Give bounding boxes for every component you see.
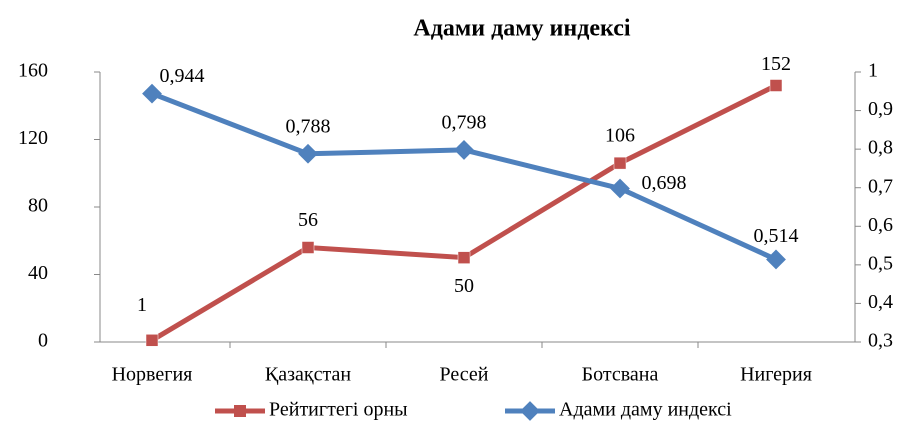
y-tick-label: 120 — [18, 127, 48, 149]
point-marker — [301, 241, 315, 254]
y-tick-label: 160 — [18, 60, 48, 82]
data-label: 56 — [298, 209, 318, 231]
point-marker — [457, 251, 471, 264]
x-tick-label: Ресей — [440, 364, 489, 386]
y2-tick-label: 0,3 — [868, 330, 893, 352]
y-tick-label: 0 — [38, 330, 48, 352]
legend-label: Адами даму индексі — [559, 399, 732, 421]
x-tick-label: Нигерия — [740, 364, 812, 386]
data-label: 0,514 — [754, 225, 799, 247]
x-tick-label: Норвегия — [112, 364, 193, 386]
y2-tick-label: 0,6 — [868, 214, 893, 236]
data-label: 0,698 — [642, 172, 687, 194]
legend-marker — [520, 401, 540, 421]
y2-tick-label: 0,7 — [868, 175, 893, 197]
x-tick-label: Ботсвана — [582, 364, 659, 386]
y-tick-label: 80 — [28, 195, 48, 217]
data-label: 152 — [761, 53, 791, 75]
point-marker — [298, 143, 318, 164]
point-marker — [610, 178, 630, 199]
point-marker — [145, 334, 159, 347]
point-marker — [454, 140, 474, 160]
data-label: 0,788 — [286, 115, 331, 137]
y2-tick-label: 0,4 — [868, 291, 893, 313]
data-label: 50 — [454, 275, 474, 297]
data-label: 1 — [137, 294, 147, 316]
y2-tick-label: 0,5 — [868, 252, 893, 274]
y-tick-label: 40 — [28, 262, 48, 284]
y2-tick-label: 1 — [868, 60, 878, 82]
y2-tick-label: 0,8 — [868, 137, 893, 159]
point-marker — [769, 79, 783, 92]
data-label: 0,944 — [160, 65, 205, 87]
data-label: 0,798 — [442, 112, 487, 134]
legend-label: Рейтигтегі орны — [269, 399, 408, 421]
x-tick-label: Қазақстан — [265, 364, 351, 386]
point-marker — [613, 156, 627, 170]
point-marker — [142, 83, 162, 104]
y2-tick-label: 0,9 — [868, 98, 893, 120]
data-label: 106 — [605, 125, 635, 147]
legend-marker — [234, 405, 246, 417]
chart-title: Адами даму индексі — [413, 16, 630, 42]
point-marker — [766, 249, 786, 270]
